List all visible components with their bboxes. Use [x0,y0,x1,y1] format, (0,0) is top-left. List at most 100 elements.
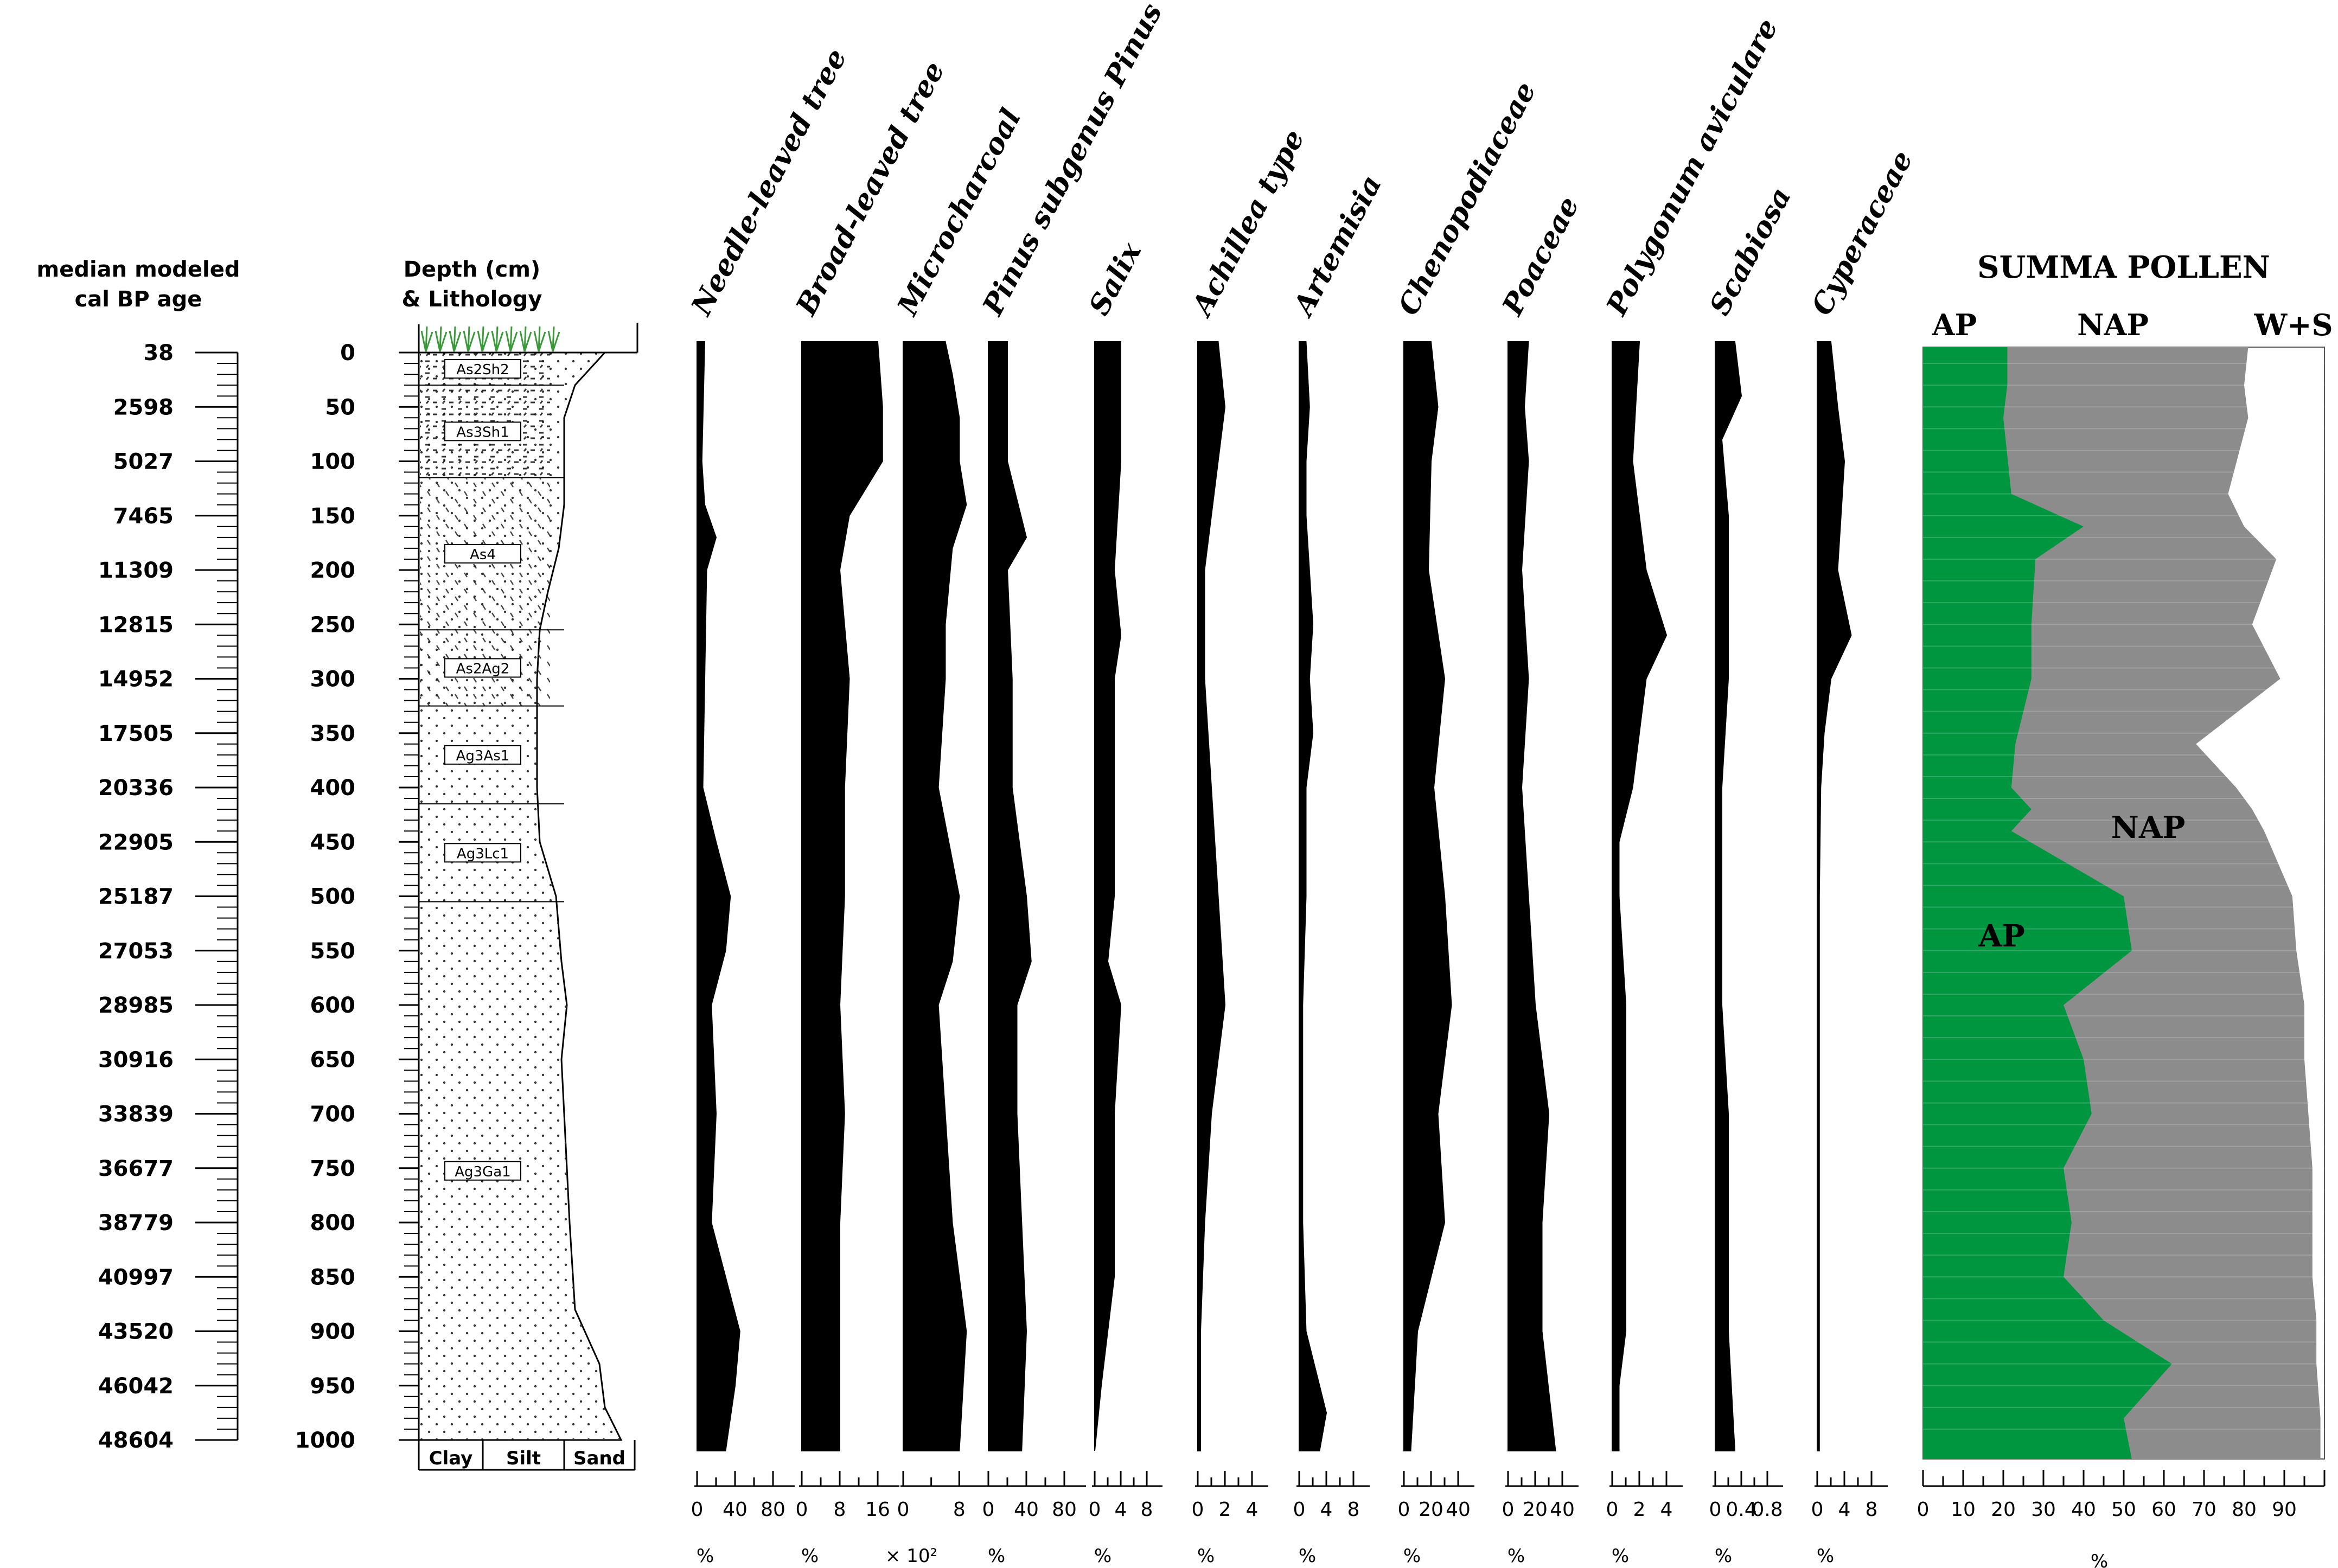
lithology-unit-label: Ag3Ga1 [455,1164,510,1180]
summa-tick-label: 90 [2272,1499,2297,1521]
taxon-tick-label: 0 [1811,1499,1824,1521]
taxon-curve-5 [1197,341,1226,1451]
taxon-curve-10 [1715,341,1742,1451]
grass-icon [435,326,448,352]
taxon-tick-label: 2 [1633,1499,1646,1521]
taxon-tick-label: 4 [1320,1499,1333,1521]
summa-tick-label: 30 [2031,1499,2056,1521]
age-tick-label: 17505 [98,721,174,746]
taxon-curve-4 [1094,341,1122,1451]
age-tick-label: 33839 [98,1102,174,1127]
depth-tick-label: 1000 [295,1428,355,1453]
grass-icon [547,326,560,352]
lithology-column: As2Sh2 As3Sh1 As4 As2Ag2 Ag3As1 Ag3Lc1 Ag3Ga1 C… [418,323,638,1471]
depth-tick-label: 650 [310,1047,356,1072]
summa-tick-label: 80 [2232,1499,2257,1521]
depth-tick-label: 300 [310,667,356,692]
grain-size-label: Clay [429,1448,473,1469]
age-tick-label: 22905 [98,830,174,855]
taxon-tick-label: 40 [1014,1499,1039,1521]
age-tick-label: 38 [143,341,174,366]
age-tick-label: 38779 [98,1211,174,1236]
summa-tick-label: 0 [1917,1499,1930,1521]
taxon-curve-3 [988,341,1032,1451]
taxon-tick-label: 0 [1709,1499,1722,1521]
depth-tick-label: 200 [310,558,356,583]
taxon-tick-label: 4 [1246,1499,1259,1521]
taxon-name: Salix [1083,236,1148,321]
summa-tick-label: 60 [2151,1499,2176,1521]
summa-header-nap: NAP [2077,308,2149,342]
age-header-line1: median modeled [37,257,240,282]
lithology-unit-label: As2Sh2 [456,362,509,378]
depth-header-line1: Depth (cm) [404,257,540,282]
taxon-curve-7 [1403,341,1452,1451]
depth-tick-label: 400 [310,776,356,801]
taxon-tick-label: 20 [1419,1499,1443,1521]
lithology-unit-box [444,843,521,863]
summa-title: SUMMA POLLEN [1977,249,2270,285]
depth-tick-label: 100 [310,450,356,475]
age-tick-label: 2598 [113,395,174,420]
age-tick-label: 25187 [98,885,174,910]
taxon-unit-label: % [1094,1545,1111,1567]
taxon-unit-label: % [1299,1545,1316,1567]
depth-tick-label: 350 [310,721,356,746]
grass-icon [449,326,462,352]
age-tick-label: 12815 [98,612,174,637]
depth-tick-label: 150 [310,504,356,529]
taxon-unit-label: % [1507,1545,1525,1567]
taxon-tick-label: 0 [897,1499,910,1521]
age-tick-label: 46042 [98,1374,174,1399]
age-tick-label: 27053 [98,939,174,964]
age-tick-label: 40997 [98,1265,174,1290]
taxon-tick-label: 16 [865,1499,890,1521]
depth-header-line2: & Lithology [402,287,542,312]
taxon-tick-label: 4 [1115,1499,1127,1521]
summa-tick-label: 50 [2111,1499,2136,1521]
taxon-unit-label: % [1197,1545,1215,1567]
depth-tick-label: 700 [310,1102,356,1127]
lithology-unit-label: As3Sh1 [456,424,509,440]
lithology-unit-box [444,421,521,441]
depth-tick-label: 250 [310,612,356,637]
depth-tick-label: 750 [310,1156,356,1181]
taxon-unit-label: × 10² [885,1545,937,1567]
taxon-unit-label: % [801,1545,819,1567]
summa-tick-label: 20 [1991,1499,2016,1521]
depth-tick-label: 800 [310,1211,356,1236]
taxon-tick-label: 0 [691,1499,704,1521]
taxon-name: Scabiosa [1703,182,1798,321]
taxon-tick-label: 0.8 [1752,1499,1783,1521]
taxon-tick-label: 0 [796,1499,808,1521]
taxon-unit-label: % [1612,1545,1629,1567]
taxon-tick-label: 80 [1052,1499,1077,1521]
age-tick-label: 20336 [98,776,174,801]
taxon-tick-label: 4 [1838,1499,1851,1521]
taxon-name: Poaceae [1496,191,1586,322]
age-tick-label: 14952 [98,667,174,692]
summa-ap-area [1923,347,2172,1459]
summa-tick-label: 70 [2192,1499,2216,1521]
summa-header-ap: AP [1932,308,1977,342]
depth-tick-label: 900 [310,1320,356,1345]
taxon-tick-label: 80 [761,1499,785,1521]
summa-tick-label: 10 [1951,1499,1976,1521]
grain-size-label: Silt [506,1448,541,1469]
depth-axis: Depth (cm) & Lithology 0 50 100 150 200 250 300 3… [295,257,542,1453]
taxon-name: Achillea type [1184,124,1311,323]
lithology-unit-box [444,745,521,765]
lithology-unit-label: Ag3Lc1 [457,846,509,862]
taxon-curve-2 [903,341,967,1451]
taxon-name: Artemisia [1286,170,1388,323]
taxon-tick-label: 0 [1089,1499,1101,1521]
depth-tick-label: 950 [310,1374,356,1399]
grass-icon [533,326,546,352]
grain-size-label: Sand [573,1448,625,1469]
taxon-tick-label: 0 [1606,1499,1619,1521]
lithology-unit-label: As4 [470,547,496,563]
grass-icon [519,326,532,352]
taxon-unit-label: % [1715,1545,1732,1567]
taxon-tick-label: 8 [1347,1499,1360,1521]
